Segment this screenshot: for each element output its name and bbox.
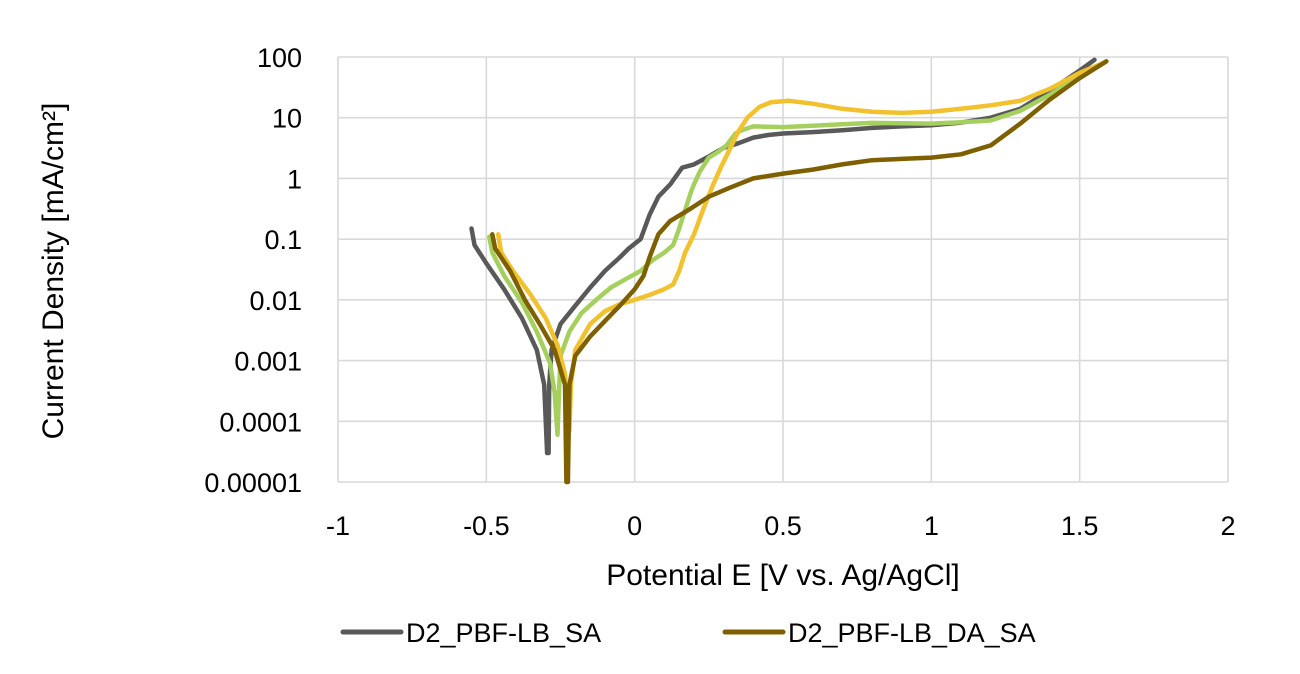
x-axis-ticks: -1 -0.5 0 0.5 1 1.5 2 <box>326 511 1236 541</box>
legend-label: D2_PBF-LB_DA_SA <box>788 618 1036 648</box>
x-tick-label: 1.5 <box>1061 511 1099 541</box>
y-tick-label: 1 <box>287 164 302 194</box>
series-layer <box>469 57 1109 485</box>
x-tick-label: 0 <box>627 511 642 541</box>
y-tick-label: 0.01 <box>249 286 302 316</box>
y-tick-label: 0.0001 <box>219 407 302 437</box>
x-tick-label: 1 <box>924 511 939 541</box>
y-tick-label: 0.001 <box>234 347 302 377</box>
legend-label: D2_PBF-LB_SA <box>406 618 601 648</box>
y-tick-label: 10 <box>272 104 302 134</box>
y-tick-label: 0.00001 <box>204 468 302 498</box>
series-line-4 <box>490 59 1109 485</box>
series-line-1 <box>469 57 1097 456</box>
y-tick-label: 100 <box>257 43 302 73</box>
y-tick-label: 0.1 <box>264 225 302 255</box>
y-axis-ticks: 0.00001 0.0001 0.001 0.01 0.1 1 10 100 <box>204 43 302 498</box>
x-tick-label: -0.5 <box>463 511 510 541</box>
x-tick-label: -1 <box>326 511 350 541</box>
x-tick-label: 2 <box>1220 511 1235 541</box>
y-axis-title: Current Density [mA/cm²] <box>37 103 70 440</box>
gridlines <box>337 56 1229 483</box>
legend: D2_PBF-LB_SA D2_PBF-LB_DA_SA <box>340 618 1036 648</box>
x-tick-label: 0.5 <box>764 511 802 541</box>
series-line-2 <box>487 62 1103 438</box>
x-axis-title: Potential E [V vs. Ag/AgCl] <box>606 559 960 592</box>
